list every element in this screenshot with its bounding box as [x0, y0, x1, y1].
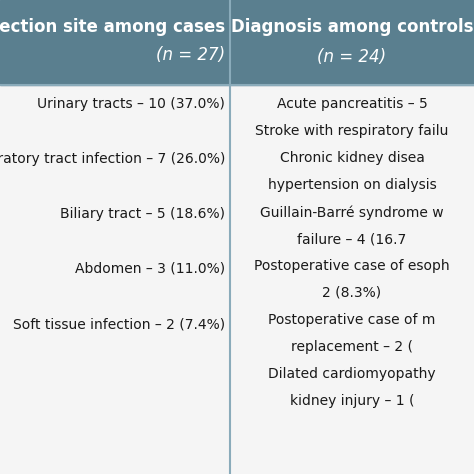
Text: Postoperative case of m: Postoperative case of m: [268, 313, 436, 327]
Text: Respiratory tract infection – 7 (26.0%): Respiratory tract infection – 7 (26.0%): [0, 152, 225, 166]
Text: (n = 24): (n = 24): [318, 48, 387, 66]
Text: (n = 27): (n = 27): [156, 46, 225, 64]
Text: Abdomen – 3 (11.0%): Abdomen – 3 (11.0%): [75, 262, 225, 276]
Text: Postoperative case of esoph: Postoperative case of esoph: [254, 259, 450, 273]
Text: Diagnosis among controls: Diagnosis among controls: [231, 18, 473, 36]
Text: hypertension on dialysis: hypertension on dialysis: [268, 178, 437, 192]
Text: Dilated cardiomyopathy: Dilated cardiomyopathy: [268, 367, 436, 381]
Text: 2 (8.3%): 2 (8.3%): [322, 286, 382, 300]
Text: Urinary tracts – 10 (37.0%): Urinary tracts – 10 (37.0%): [37, 97, 225, 111]
Text: Guillain-Barré syndrome w: Guillain-Barré syndrome w: [260, 205, 444, 219]
Text: Soft tissue infection – 2 (7.4%): Soft tissue infection – 2 (7.4%): [13, 317, 225, 331]
Text: replacement – 2 (: replacement – 2 (: [291, 340, 413, 354]
Text: Infection site among cases: Infection site among cases: [0, 18, 225, 36]
Text: Chronic kidney disea: Chronic kidney disea: [280, 151, 424, 165]
Bar: [230, 0, 474, 85]
Text: failure – 4 (16.7: failure – 4 (16.7: [297, 232, 407, 246]
Text: kidney injury – 1 (: kidney injury – 1 (: [290, 394, 414, 408]
Text: Stroke with respiratory failu: Stroke with respiratory failu: [255, 124, 449, 138]
Bar: [0, 0, 230, 85]
Text: Acute pancreatitis – 5: Acute pancreatitis – 5: [277, 97, 428, 111]
Text: Biliary tract – 5 (18.6%): Biliary tract – 5 (18.6%): [60, 207, 225, 221]
